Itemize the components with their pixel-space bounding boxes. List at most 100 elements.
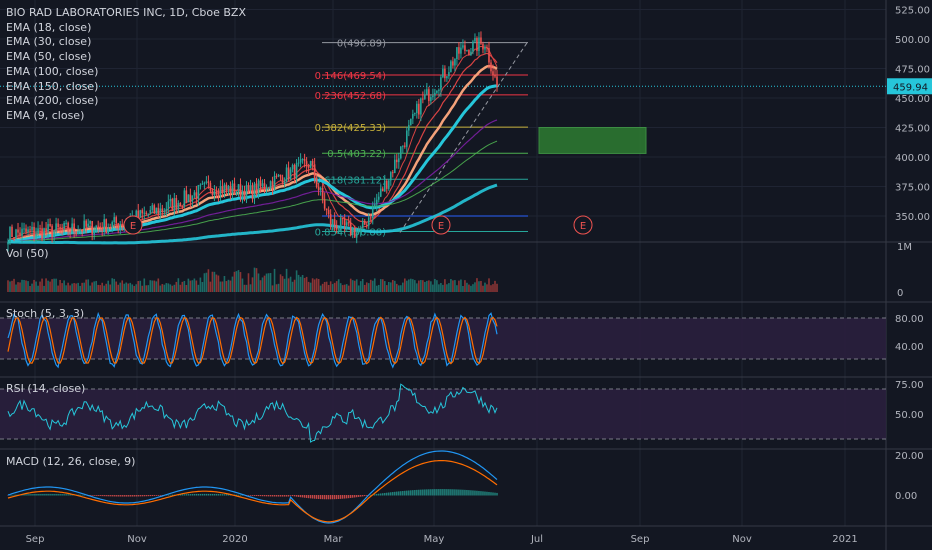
volume-bar [404, 278, 406, 292]
price-tick-label: 350.00 [895, 212, 930, 223]
volume-bar [271, 285, 274, 292]
candle-body [462, 45, 464, 48]
volume-bar [383, 281, 386, 292]
legend-ema-50[interactable]: EMA (50, close) [6, 50, 92, 64]
volume-bar [255, 268, 258, 292]
volume-bar [95, 280, 97, 292]
time-tick-label: Mar [324, 534, 344, 545]
macd-histogram-bar [39, 493, 41, 496]
candle-body [311, 160, 314, 165]
macd-histogram-bar [404, 490, 406, 496]
time-axis[interactable]: Sep Nov 2020 Mar May Jul Sep Nov 2021 [26, 534, 858, 545]
volume-bar [259, 280, 262, 292]
macd-histogram-bar [223, 494, 226, 496]
volume-bar [139, 280, 142, 292]
candle-body [225, 184, 228, 190]
volume-bar [135, 284, 138, 292]
earnings-marker [573, 215, 593, 235]
legend-ema-100[interactable]: EMA (100, close) [6, 64, 99, 78]
legend-ema-200[interactable]: EMA (200, close) [6, 94, 99, 108]
candle-body [265, 188, 268, 190]
volume-bar [295, 270, 298, 292]
macd-tick-label: 0.00 [895, 491, 917, 502]
volume-bar [231, 276, 234, 292]
macd-histogram-bar [400, 491, 402, 496]
macd-histogram-bar [113, 495, 115, 497]
macd-histogram-bar [490, 492, 492, 496]
macd-histogram-bar [263, 495, 266, 497]
candle-body [484, 47, 486, 50]
candle-body [115, 217, 118, 224]
macd-histogram-bar [414, 490, 416, 496]
target-zone[interactable] [538, 127, 647, 154]
legend-ema-150[interactable]: EMA (150, close) [6, 79, 99, 93]
candle-body [187, 194, 190, 203]
candle-body [165, 208, 168, 211]
candle-body [231, 183, 234, 194]
candle-body [211, 190, 214, 195]
volume-bar [221, 281, 224, 292]
candle-body [410, 118, 412, 125]
candle-body [159, 208, 162, 215]
candle-body [117, 223, 120, 229]
volume-tick-label: 0 [897, 288, 903, 299]
volume-bar [173, 284, 176, 292]
volume-bar [233, 271, 236, 292]
macd-histogram-bar [448, 489, 450, 496]
legend-ema-18[interactable]: EMA (18, close) [6, 20, 92, 34]
macd-histogram-bar [255, 495, 258, 497]
macd-histogram-bar [49, 493, 51, 496]
volume-bar [81, 282, 83, 292]
candle-body [418, 103, 420, 115]
macd-pane [7, 450, 498, 524]
volume-bar [209, 281, 212, 292]
earnings-marker [123, 215, 143, 235]
macd-histogram-bar [15, 494, 17, 496]
legend-ema-30[interactable]: EMA (30, close) [6, 35, 92, 49]
candle-body [381, 188, 384, 192]
volume-bar [373, 278, 376, 292]
candle-body [377, 196, 380, 200]
volume-bar [416, 283, 418, 292]
candle-body [373, 204, 376, 206]
volume-bar [189, 280, 192, 292]
symbol-title[interactable]: BIO RAD LABORATORIES INC, 1D, Cboe BZX [6, 6, 246, 19]
volume-bar [73, 283, 75, 292]
macd-histogram-bar [101, 495, 103, 497]
volume-label[interactable]: Vol (50) [6, 247, 49, 260]
volume-bar [305, 276, 308, 292]
rsi-label[interactable]: RSI (14, close) [6, 382, 86, 395]
volume-bar [101, 282, 103, 292]
macd-histogram-bar [235, 494, 238, 496]
stoch-label[interactable]: Stoch (5, 3, 3) [6, 307, 85, 320]
price-axis[interactable]: 525.00 500.00 475.00 450.00 425.00 400.00 375.… [887, 6, 932, 503]
volume-bar [105, 283, 108, 292]
legend-ema-9[interactable]: EMA (9, close) [6, 108, 85, 122]
volume-bar [414, 280, 416, 292]
ema-100-line [7, 119, 498, 243]
macd-label[interactable]: MACD (12, 26, close, 9) [6, 455, 136, 468]
macd-histogram-bar [329, 495, 332, 500]
macd-histogram-bar [207, 493, 210, 496]
volume-bar [277, 283, 280, 292]
candle-body [319, 187, 322, 190]
candle-body [476, 38, 478, 51]
macd-histogram-bar [195, 493, 198, 496]
candle-body [333, 219, 336, 226]
candle-body [83, 220, 85, 232]
candle-body [309, 160, 312, 168]
earnings-marker-label: E [438, 221, 444, 232]
volume-bar [375, 285, 378, 292]
candle-body [406, 130, 408, 147]
macd-histogram-bar [35, 494, 37, 496]
macd-histogram-bar [426, 489, 428, 496]
macd-histogram-bar [275, 495, 278, 497]
candle-body [163, 210, 166, 212]
candle-body [213, 191, 216, 195]
macd-histogram-bar [115, 495, 117, 497]
macd-histogram-bar [125, 495, 127, 497]
candle-body [482, 43, 484, 50]
volume-bar [23, 280, 25, 292]
